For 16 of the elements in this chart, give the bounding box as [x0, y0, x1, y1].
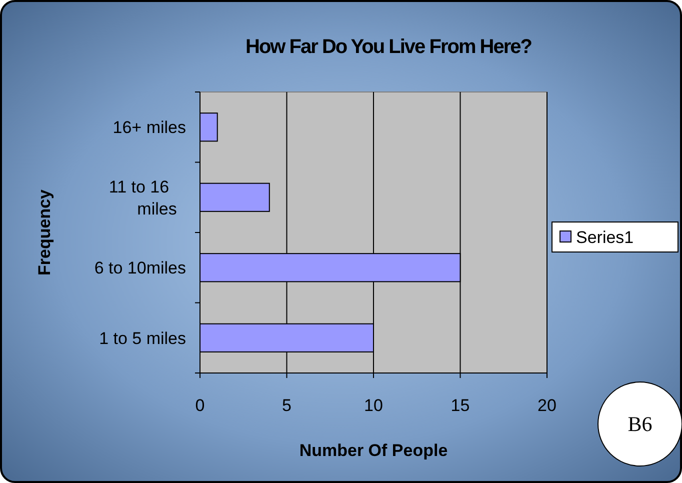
x-tick-label: 10: [364, 396, 383, 415]
y-tick-label: 6 to 10miles: [94, 258, 186, 278]
text: B6: [628, 412, 652, 436]
bar: [200, 182, 270, 212]
x-tick-label: 15: [450, 396, 470, 415]
y-tick-label: 11 to 16 miles: [108, 177, 177, 218]
x-tick-label: 20: [538, 396, 556, 415]
chart-title: How Far Do You Live From Here?: [246, 36, 532, 58]
x-axis-title: Number Of People: [299, 441, 448, 460]
bar: [200, 112, 218, 142]
y-tick-label: 1 to 5 miles: [99, 328, 186, 348]
legend-label: Series1: [576, 228, 634, 247]
x-tick-label: 0: [195, 396, 205, 415]
x-tick-label: 5: [282, 396, 292, 415]
y-tick-label: 16+ miles: [112, 118, 186, 138]
y-axis-title: Frequency: [35, 188, 54, 276]
